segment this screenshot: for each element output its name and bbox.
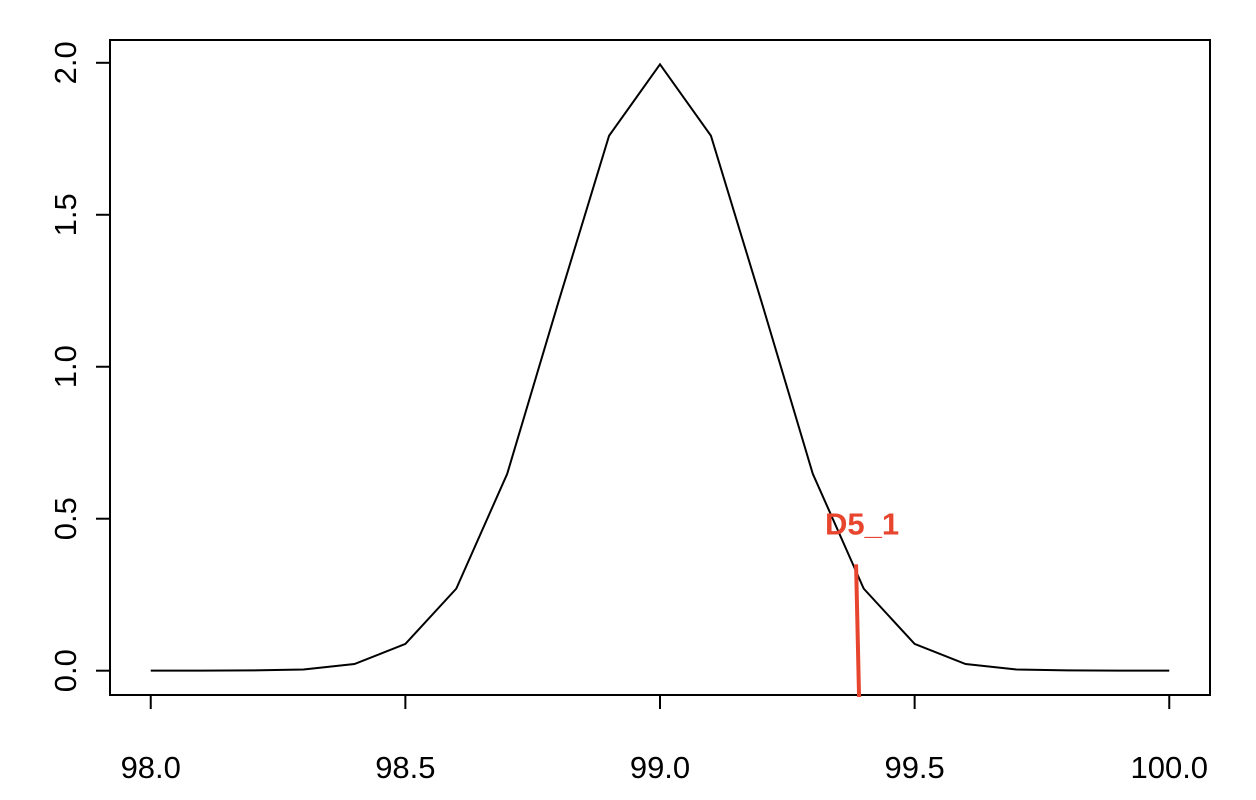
y-tick-label: 0.0: [48, 649, 83, 692]
plot-frame: [109, 39, 1211, 696]
marker-line: [854, 564, 862, 698]
marker-label: D5_1: [825, 506, 899, 541]
x-tick-label: 98.0: [121, 750, 181, 785]
y-tick-label: 1.5: [48, 193, 83, 236]
density-line: [150, 62, 1170, 672]
x-tick-label: 100.0: [1130, 750, 1208, 785]
x-tick-label: 98.5: [375, 750, 435, 785]
x-tick-label: 99.0: [630, 750, 690, 785]
y-tick-label: 0.5: [48, 497, 83, 540]
y-tick-label: 2.0: [48, 41, 83, 84]
y-tick-label: 1.0: [48, 345, 83, 388]
x-tick-label: 99.5: [884, 750, 944, 785]
